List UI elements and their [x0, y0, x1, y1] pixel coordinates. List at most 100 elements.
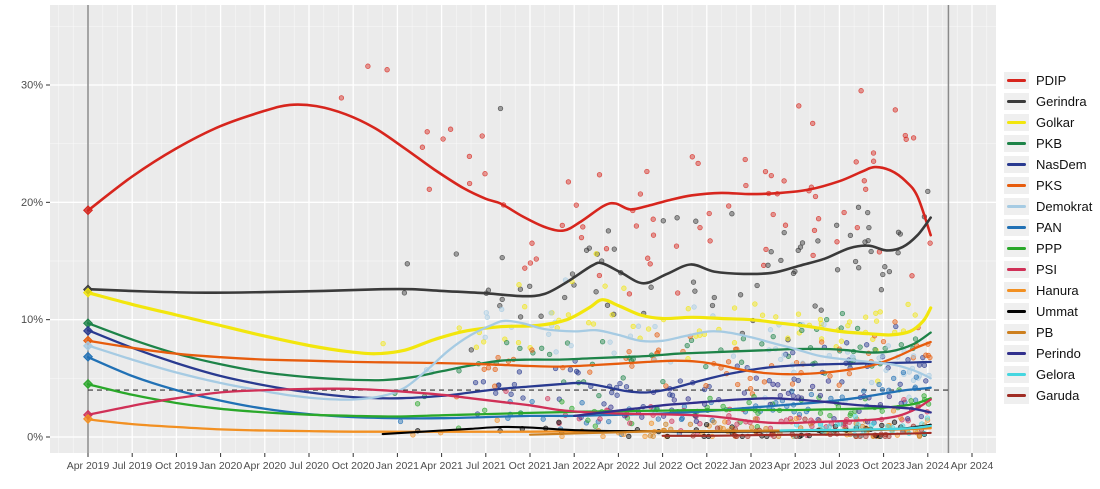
poll-dot-PKS [747, 375, 753, 382]
poll-dot-PAN [891, 375, 897, 382]
poll-dot-PDIP [707, 238, 713, 244]
poll-dot-PSI [734, 421, 740, 427]
poll-dot-Demokrat [484, 314, 490, 320]
poll-dot-Ummat [556, 419, 562, 425]
poll-dot-Golkar [838, 338, 845, 344]
poll-dot-Gerindra [404, 261, 410, 267]
legend-item-PB: PB [1004, 322, 1100, 343]
poll-dot-PKS [703, 383, 709, 389]
poll-dot-NasDem [864, 342, 870, 348]
legend-item-Gerindra: Gerindra [1004, 91, 1100, 112]
x-axis-label: Apr 2022 [597, 460, 640, 472]
poll-dot-PAN [808, 391, 815, 398]
poll-dot-Gerindra [895, 250, 901, 256]
x-axis-label: Jul 2023 [820, 460, 860, 472]
poll-dot-NasDem [701, 386, 708, 393]
poll-dot-PKB [564, 340, 571, 346]
legend-label-Perindo: Perindo [1036, 346, 1081, 361]
legend-swatch-line-Perindo [1007, 351, 1026, 356]
poll-dot-Gerindra [895, 229, 902, 235]
poll-dot-PAN [912, 397, 919, 403]
poll-dot-PKB [740, 336, 747, 342]
poll-dot-PDIP [673, 243, 680, 249]
poll-dot-NasDem [844, 340, 850, 346]
poll-dot-Demokrat [869, 379, 875, 386]
poll-dot-PPP [482, 407, 488, 413]
poll-dot-PB [711, 419, 717, 425]
legend-swatch-line-PKB [1007, 141, 1026, 146]
legend-swatch-PAN [1004, 219, 1029, 236]
poll-dot-Perindo [608, 404, 614, 410]
poll-dot-Gelora [826, 424, 832, 430]
poll-dot-Gerindra [925, 188, 931, 195]
poll-dot-Perindo [639, 414, 645, 420]
poll-dot-PDIP [384, 67, 390, 73]
poll-dot-Gerindra [517, 314, 524, 320]
poll-dot-Gerindra [812, 303, 818, 309]
poll-dot-PDIP [527, 260, 534, 266]
poll-dot-PKS [925, 352, 931, 359]
poll-dot-Garuda [714, 425, 721, 431]
poll-dot-Gerindra [856, 265, 862, 271]
poll-dot-PDIP [466, 153, 473, 160]
poll-dot-Golkar [522, 304, 528, 310]
poll-dot-Gerindra [401, 290, 408, 296]
poll-dot-PDIP [927, 240, 933, 246]
poll-dot-PKB [839, 310, 846, 317]
poll-dot-Golkar [645, 326, 652, 332]
trend-line-PDIP [86, 103, 932, 237]
poll-dot-PDIP [365, 63, 371, 69]
poll-dot-PAN [879, 387, 886, 393]
poll-dot-PDIP [903, 136, 909, 142]
poll-dot-Perindo [790, 393, 796, 399]
poll-dot-PAN [595, 419, 601, 425]
election-diamond-PAN [82, 351, 94, 362]
poll-dot-NasDem [905, 357, 911, 363]
poll-dot-PDIP [782, 222, 789, 228]
poll-dot-PDIP [854, 224, 860, 231]
poll-dot-NasDem [897, 381, 903, 387]
poll-dot-Golkar [590, 321, 597, 327]
legend-swatch-line-Hanura [1007, 288, 1026, 293]
poll-dot-PDIP [637, 191, 644, 197]
poll-dot-NasDem [893, 323, 899, 330]
poll-dot-NasDem [573, 368, 580, 375]
poll-dot-Hanura [648, 420, 655, 426]
legend-swatch-PB [1004, 324, 1029, 341]
poll-dot-Gerindra [815, 238, 821, 244]
poll-dot-Golkar [731, 305, 738, 311]
poll-dot-PDIP [533, 256, 539, 262]
legend-swatch-PDIP [1004, 72, 1029, 89]
poll-dot-PAN [606, 418, 612, 425]
legend-item-PSI: PSI [1004, 259, 1100, 280]
poll-dot-Perindo [817, 392, 824, 399]
poll-dot-PDIP [603, 246, 610, 252]
poll-dot-PKS [761, 379, 768, 385]
legend-item-Garuda: Garuda [1004, 385, 1100, 406]
poll-dot-PAN [861, 388, 867, 394]
poll-dot-Perindo [918, 413, 924, 420]
poll-dot-PAN [913, 374, 919, 380]
poll-dot-PDIP [650, 216, 656, 222]
poll-dot-PDIP [647, 261, 653, 267]
election-diamond-PDIP [82, 205, 94, 216]
poll-dot-Perindo [671, 397, 677, 403]
poll-dot-PDIP [810, 252, 816, 259]
legend-item-Ummat: Ummat [1004, 301, 1100, 322]
poll-dot-Ummat [879, 422, 885, 429]
poll-dot-Demokrat [568, 342, 574, 349]
legend-swatch-Golkar [1004, 114, 1029, 131]
poll-dot-Ummat [703, 421, 710, 428]
poll-dot-Golkar [586, 320, 592, 326]
x-axis-label: Jan 2024 [906, 460, 949, 472]
poll-dot-PPP [817, 410, 824, 416]
poll-dot-PB [749, 424, 755, 430]
poll-dot-Gerindra [692, 288, 698, 294]
poll-dot-PSI [545, 395, 551, 402]
poll-dot-Hanura [600, 433, 606, 440]
poll-dot-PDIP [853, 159, 859, 165]
poll-dot-Golkar [516, 282, 522, 288]
poll-dot-Golkar [621, 285, 627, 291]
poll-dot-PAN [397, 418, 404, 425]
poll-dot-Demokrat [876, 355, 882, 361]
